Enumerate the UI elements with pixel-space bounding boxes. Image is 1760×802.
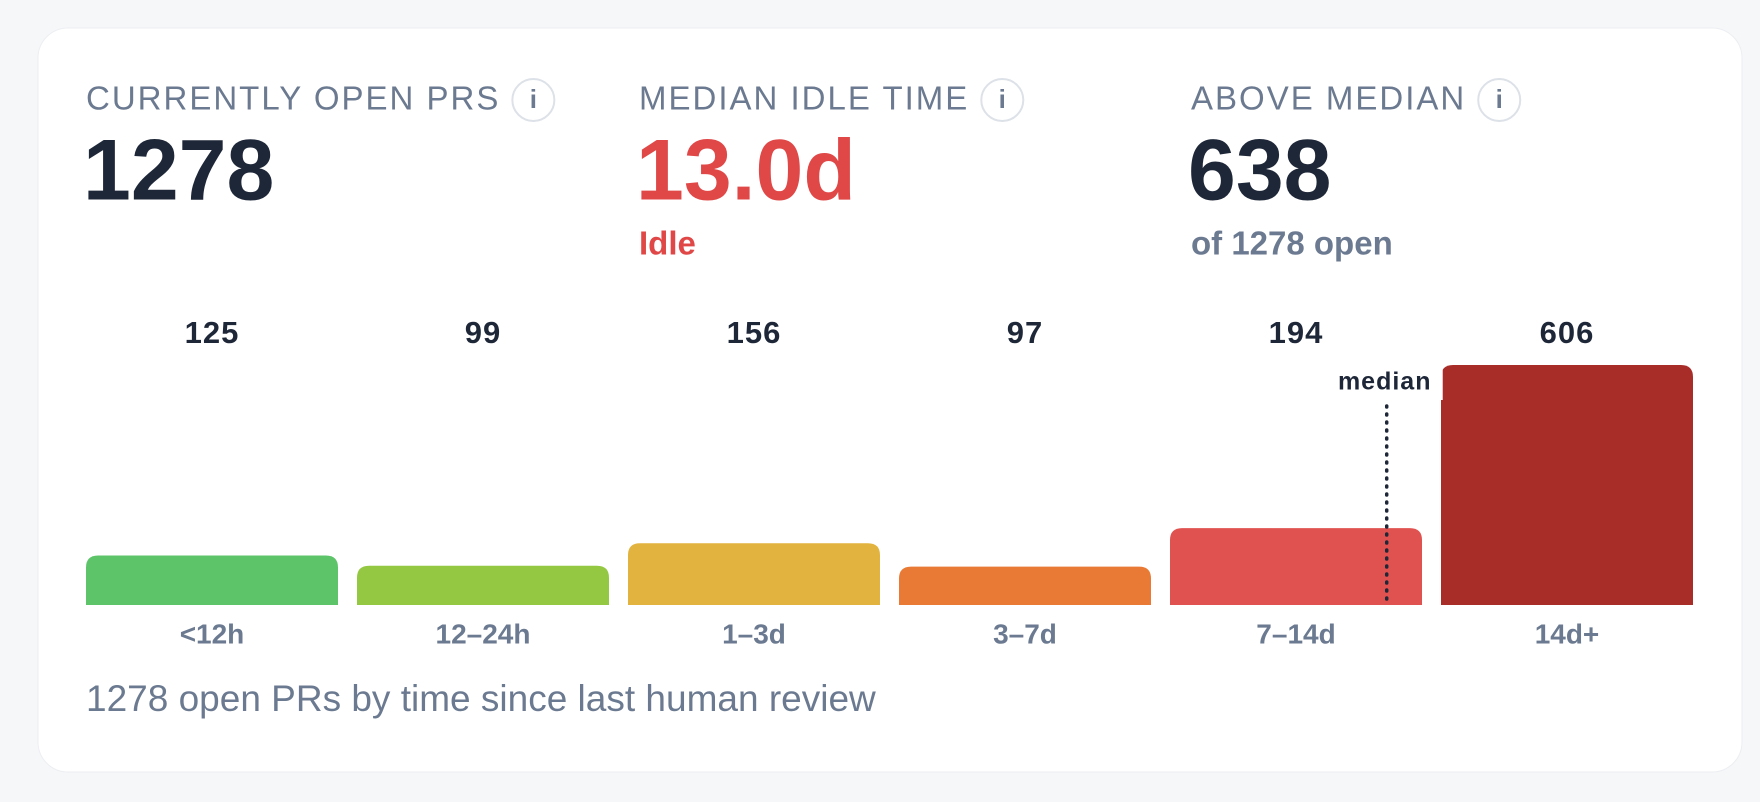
x-tick-label: <12h [180,618,245,649]
value-label: 606 [1540,315,1595,350]
value-label: 194 [1269,315,1324,350]
stat-label: CURRENTLY OPEN PRS [86,80,500,117]
x-tick-label: 14d+ [1535,618,1600,649]
stat-sub: Idle [639,225,696,262]
x-tick-label: 3–7d [993,618,1057,649]
stat-label: MEDIAN IDLE TIME [639,80,969,117]
stat-value: 1278 [83,123,274,219]
info-icon-label: i [999,84,1006,114]
x-tick-label: 12–24h [436,618,531,649]
caption: 1278 open PRs by time since last human r… [86,678,876,719]
info-icon-label: i [1496,84,1503,114]
bar [628,543,880,605]
info-icon [1477,78,1522,122]
bar [1441,365,1693,605]
median-label-bg [1330,364,1443,400]
value-label: 156 [727,315,782,350]
x-tick-label: 1–3d [722,618,786,649]
info-icon [511,78,556,122]
stat-sub: of 1278 open [1191,225,1393,262]
info-icon-label: i [530,84,537,114]
value-label: 125 [185,315,240,350]
stat-label: ABOVE MEDIAN [1191,80,1466,117]
value-label: 97 [1007,315,1043,350]
info-icon [980,78,1025,122]
stat-value: 13.0d [636,123,856,219]
bar [1170,528,1422,605]
stat-value: 638 [1188,123,1332,219]
bar [86,555,338,605]
x-tick-label: 7–14d [1256,618,1335,649]
value-label: 99 [465,315,501,350]
bar [899,566,1151,605]
median-label: median [1338,368,1432,396]
bar [357,565,609,605]
